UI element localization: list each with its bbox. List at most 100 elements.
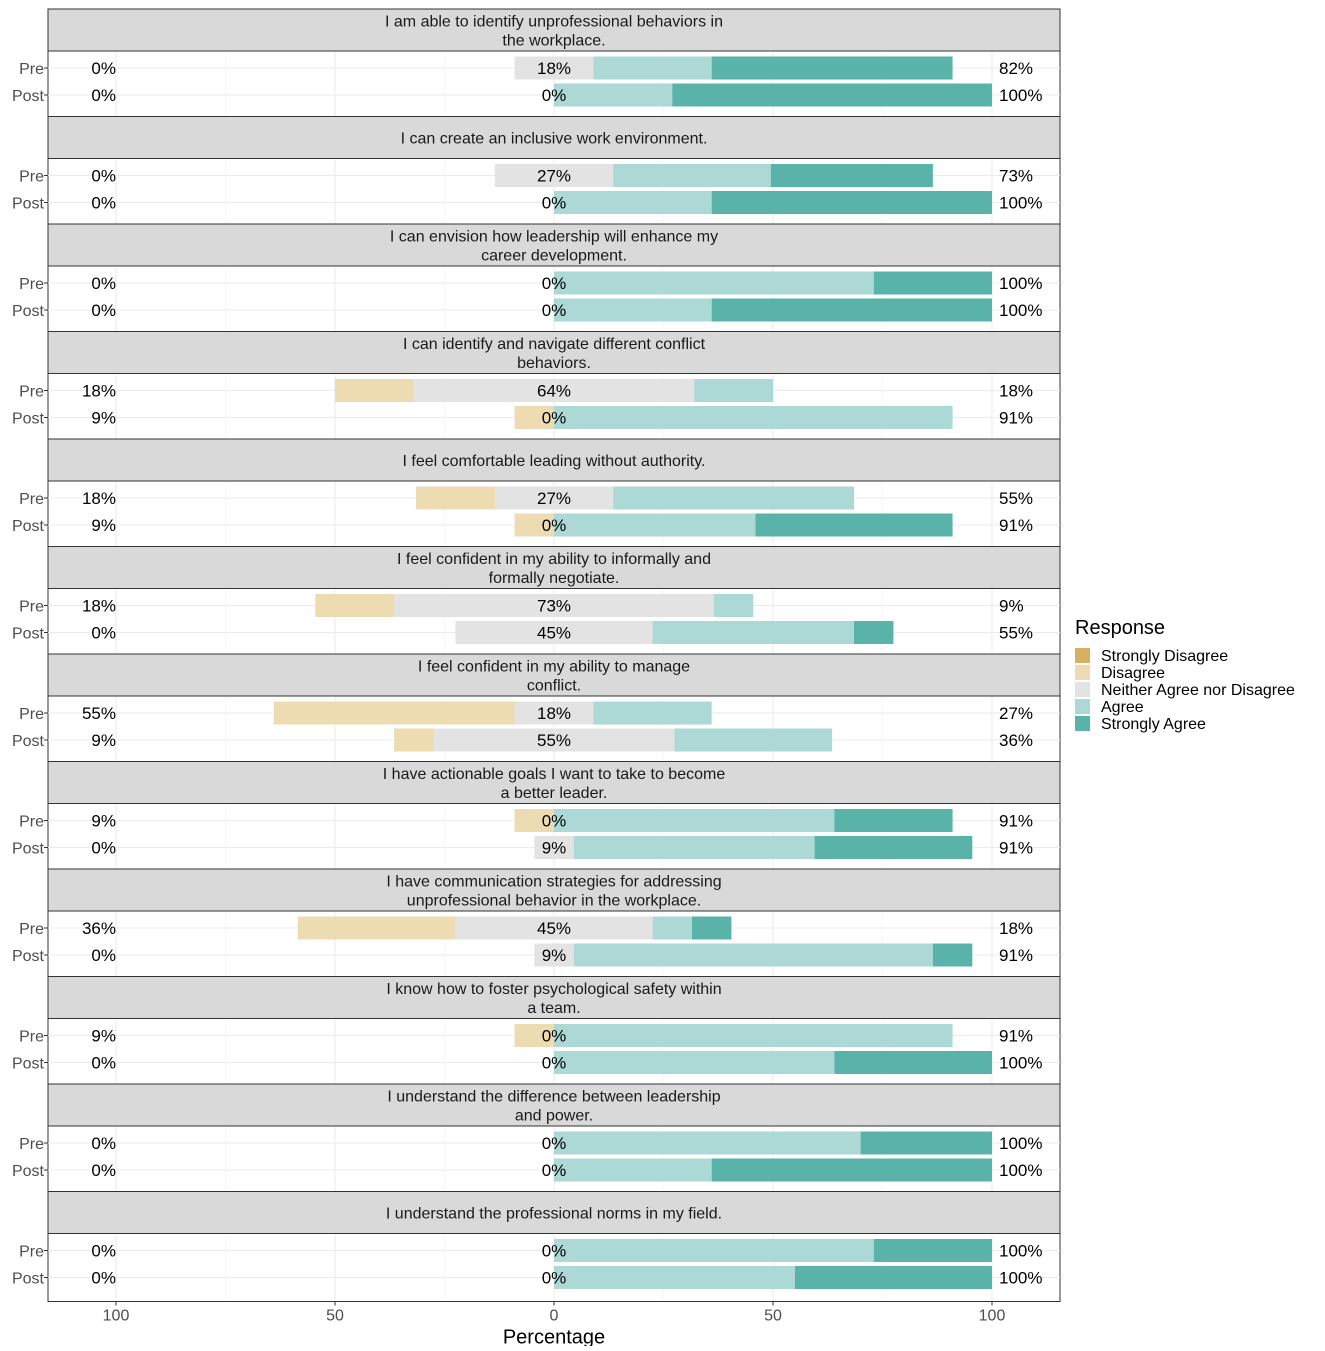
panel-title: and power. bbox=[515, 1108, 593, 1125]
bar-segment bbox=[554, 809, 835, 832]
low-percent-label: 0% bbox=[91, 167, 116, 186]
bar-segment bbox=[514, 809, 554, 832]
bar-segment bbox=[711, 1158, 992, 1182]
bar-segment bbox=[394, 594, 714, 617]
low-percent-label: 9% bbox=[91, 516, 116, 535]
y-group-label: Pre bbox=[19, 814, 44, 831]
legend-swatch bbox=[1075, 648, 1090, 663]
mid-percent-label: 9% bbox=[542, 946, 567, 965]
mid-percent-label: 0% bbox=[542, 1161, 567, 1180]
low-percent-label: 0% bbox=[91, 946, 116, 965]
mid-percent-label: 0% bbox=[542, 812, 567, 831]
high-percent-label: 36% bbox=[999, 731, 1033, 750]
high-percent-label: 18% bbox=[999, 919, 1033, 938]
mid-percent-label: 0% bbox=[542, 86, 567, 105]
panel-strip bbox=[47, 1191, 1061, 1234]
bar-segment bbox=[554, 1158, 712, 1182]
mid-percent-label: 0% bbox=[542, 1027, 567, 1046]
high-percent-label: 100% bbox=[999, 1269, 1042, 1288]
bar-segment bbox=[416, 486, 495, 510]
low-percent-label: 0% bbox=[91, 59, 116, 78]
x-axis-title: Percentage bbox=[503, 1327, 605, 1347]
panel-strip bbox=[47, 761, 1061, 804]
bar-segment bbox=[494, 486, 614, 510]
y-group-label: Pre bbox=[19, 921, 44, 938]
bar-segment bbox=[534, 836, 574, 859]
low-percent-label: 0% bbox=[91, 86, 116, 105]
y-group-label: Pre bbox=[19, 599, 44, 616]
y-group-label: Pre bbox=[19, 491, 44, 508]
bar-segment bbox=[755, 513, 953, 537]
high-percent-label: 100% bbox=[999, 274, 1042, 293]
y-group-label: Post bbox=[12, 303, 45, 320]
bar-segment bbox=[711, 298, 992, 322]
panel-title: formally negotiate. bbox=[489, 570, 620, 587]
x-tick-label: 100 bbox=[103, 1308, 130, 1325]
bar-segment bbox=[455, 621, 653, 644]
low-percent-label: 0% bbox=[91, 1269, 116, 1288]
mid-percent-label: 0% bbox=[542, 1134, 567, 1153]
high-percent-label: 27% bbox=[999, 704, 1033, 723]
panel-title: I am able to identify unprofessional beh… bbox=[385, 14, 723, 31]
bar-segment bbox=[335, 379, 414, 402]
high-percent-label: 100% bbox=[999, 1134, 1042, 1153]
panel-title: I have actionable goals I want to take t… bbox=[383, 766, 726, 783]
low-percent-label: 9% bbox=[91, 1027, 116, 1046]
mid-percent-label: 0% bbox=[542, 194, 567, 213]
bar-segment bbox=[554, 1024, 953, 1047]
panel-strip bbox=[47, 331, 1061, 374]
high-percent-label: 100% bbox=[999, 1161, 1042, 1180]
legend-swatch bbox=[1075, 682, 1090, 697]
y-group-label: Post bbox=[12, 88, 45, 105]
high-percent-label: 91% bbox=[999, 946, 1033, 965]
panel-title: I can envision how leadership will enhan… bbox=[390, 229, 718, 246]
bar-segment bbox=[554, 83, 673, 107]
legend-swatch bbox=[1075, 665, 1090, 680]
panel-title: career development. bbox=[481, 248, 627, 265]
x-tick-label: 50 bbox=[764, 1308, 782, 1325]
y-group-label: Post bbox=[12, 411, 45, 428]
y-group-label: Post bbox=[12, 733, 45, 750]
mid-percent-label: 18% bbox=[537, 704, 571, 723]
bar-segment bbox=[711, 56, 953, 80]
high-percent-label: 100% bbox=[999, 301, 1042, 320]
y-group-label: Pre bbox=[19, 384, 44, 401]
bar-segment bbox=[770, 164, 933, 187]
panel-title: the workplace. bbox=[502, 33, 605, 50]
panel-title: I have communication strategies for addr… bbox=[386, 874, 721, 891]
y-group-label: Pre bbox=[19, 1244, 44, 1261]
bar-segment bbox=[554, 1051, 835, 1074]
bar-segment bbox=[514, 406, 554, 429]
high-percent-label: 18% bbox=[999, 382, 1033, 401]
panel-strip bbox=[47, 223, 1061, 267]
mid-percent-label: 0% bbox=[542, 1242, 567, 1261]
bar-segment bbox=[854, 621, 894, 644]
mid-percent-label: 0% bbox=[542, 409, 567, 428]
panel-title: I know how to foster psychological safet… bbox=[386, 981, 721, 998]
bar-segment bbox=[674, 728, 833, 752]
legend-label: Agree bbox=[1101, 699, 1144, 716]
high-percent-label: 100% bbox=[999, 86, 1042, 105]
bar-segment bbox=[860, 1131, 992, 1155]
low-percent-label: 0% bbox=[91, 1054, 116, 1073]
bar-segment bbox=[433, 728, 675, 752]
high-percent-label: 100% bbox=[999, 1242, 1042, 1261]
legend-swatch bbox=[1075, 699, 1090, 714]
low-percent-label: 0% bbox=[91, 839, 116, 858]
panel-strip bbox=[47, 116, 1061, 159]
legend-label: Disagree bbox=[1101, 665, 1165, 682]
y-group-label: Pre bbox=[19, 276, 44, 293]
y-group-label: Post bbox=[12, 196, 45, 213]
low-percent-label: 0% bbox=[91, 1134, 116, 1153]
y-group-label: Post bbox=[12, 841, 45, 858]
bar-segment bbox=[297, 916, 456, 940]
low-percent-label: 9% bbox=[91, 731, 116, 750]
bar-segment bbox=[672, 83, 992, 107]
x-tick-label: 100 bbox=[979, 1308, 1006, 1325]
legend-label: Strongly Agree bbox=[1101, 716, 1206, 733]
bar-segment bbox=[652, 916, 692, 940]
panel-title: I can identify and navigate different co… bbox=[403, 336, 706, 353]
panel-title: unprofessional behavior in the workplace… bbox=[407, 893, 701, 910]
mid-percent-label: 9% bbox=[542, 839, 567, 858]
mid-percent-label: 45% bbox=[537, 624, 571, 643]
